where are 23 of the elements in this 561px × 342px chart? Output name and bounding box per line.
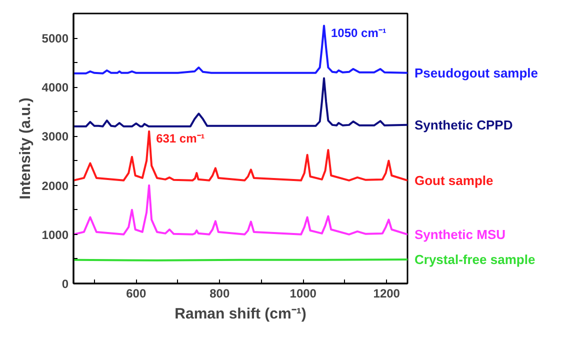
x-axis-title: Raman shift (cm⁻¹) [174, 306, 306, 322]
line-series [74, 184, 408, 236]
y-tick-label: 2000 [42, 178, 69, 193]
y-tick-label: 1000 [42, 228, 69, 242]
x-tick-label: 1200 [373, 286, 400, 300]
annotation: 631 cm⁻¹ [156, 131, 205, 146]
line-series [74, 77, 408, 128]
y-tick-label: 4000 [42, 80, 69, 95]
series-label: Synthetic MSU [414, 226, 506, 242]
x-tick-label: 800 [210, 286, 230, 300]
series-label: Synthetic CPPD [414, 117, 513, 132]
y-tick-label: 3000 [42, 130, 69, 144]
y-tick-label: 5000 [42, 32, 69, 46]
series-label: Gout sample [414, 172, 494, 188]
annotation: 1050 cm⁻¹ [331, 26, 386, 40]
y-axis-title: Intensity (a.u.) [16, 98, 34, 200]
series-label: Crystal-free sample [414, 252, 536, 267]
y-tick-label: 0 [62, 277, 69, 291]
line-series [74, 24, 408, 74]
line-series [74, 130, 408, 182]
x-tick-label: 600 [126, 286, 146, 300]
x-tick-label: 1000 [290, 286, 317, 300]
series-label: Pseudogout sample [414, 65, 538, 80]
